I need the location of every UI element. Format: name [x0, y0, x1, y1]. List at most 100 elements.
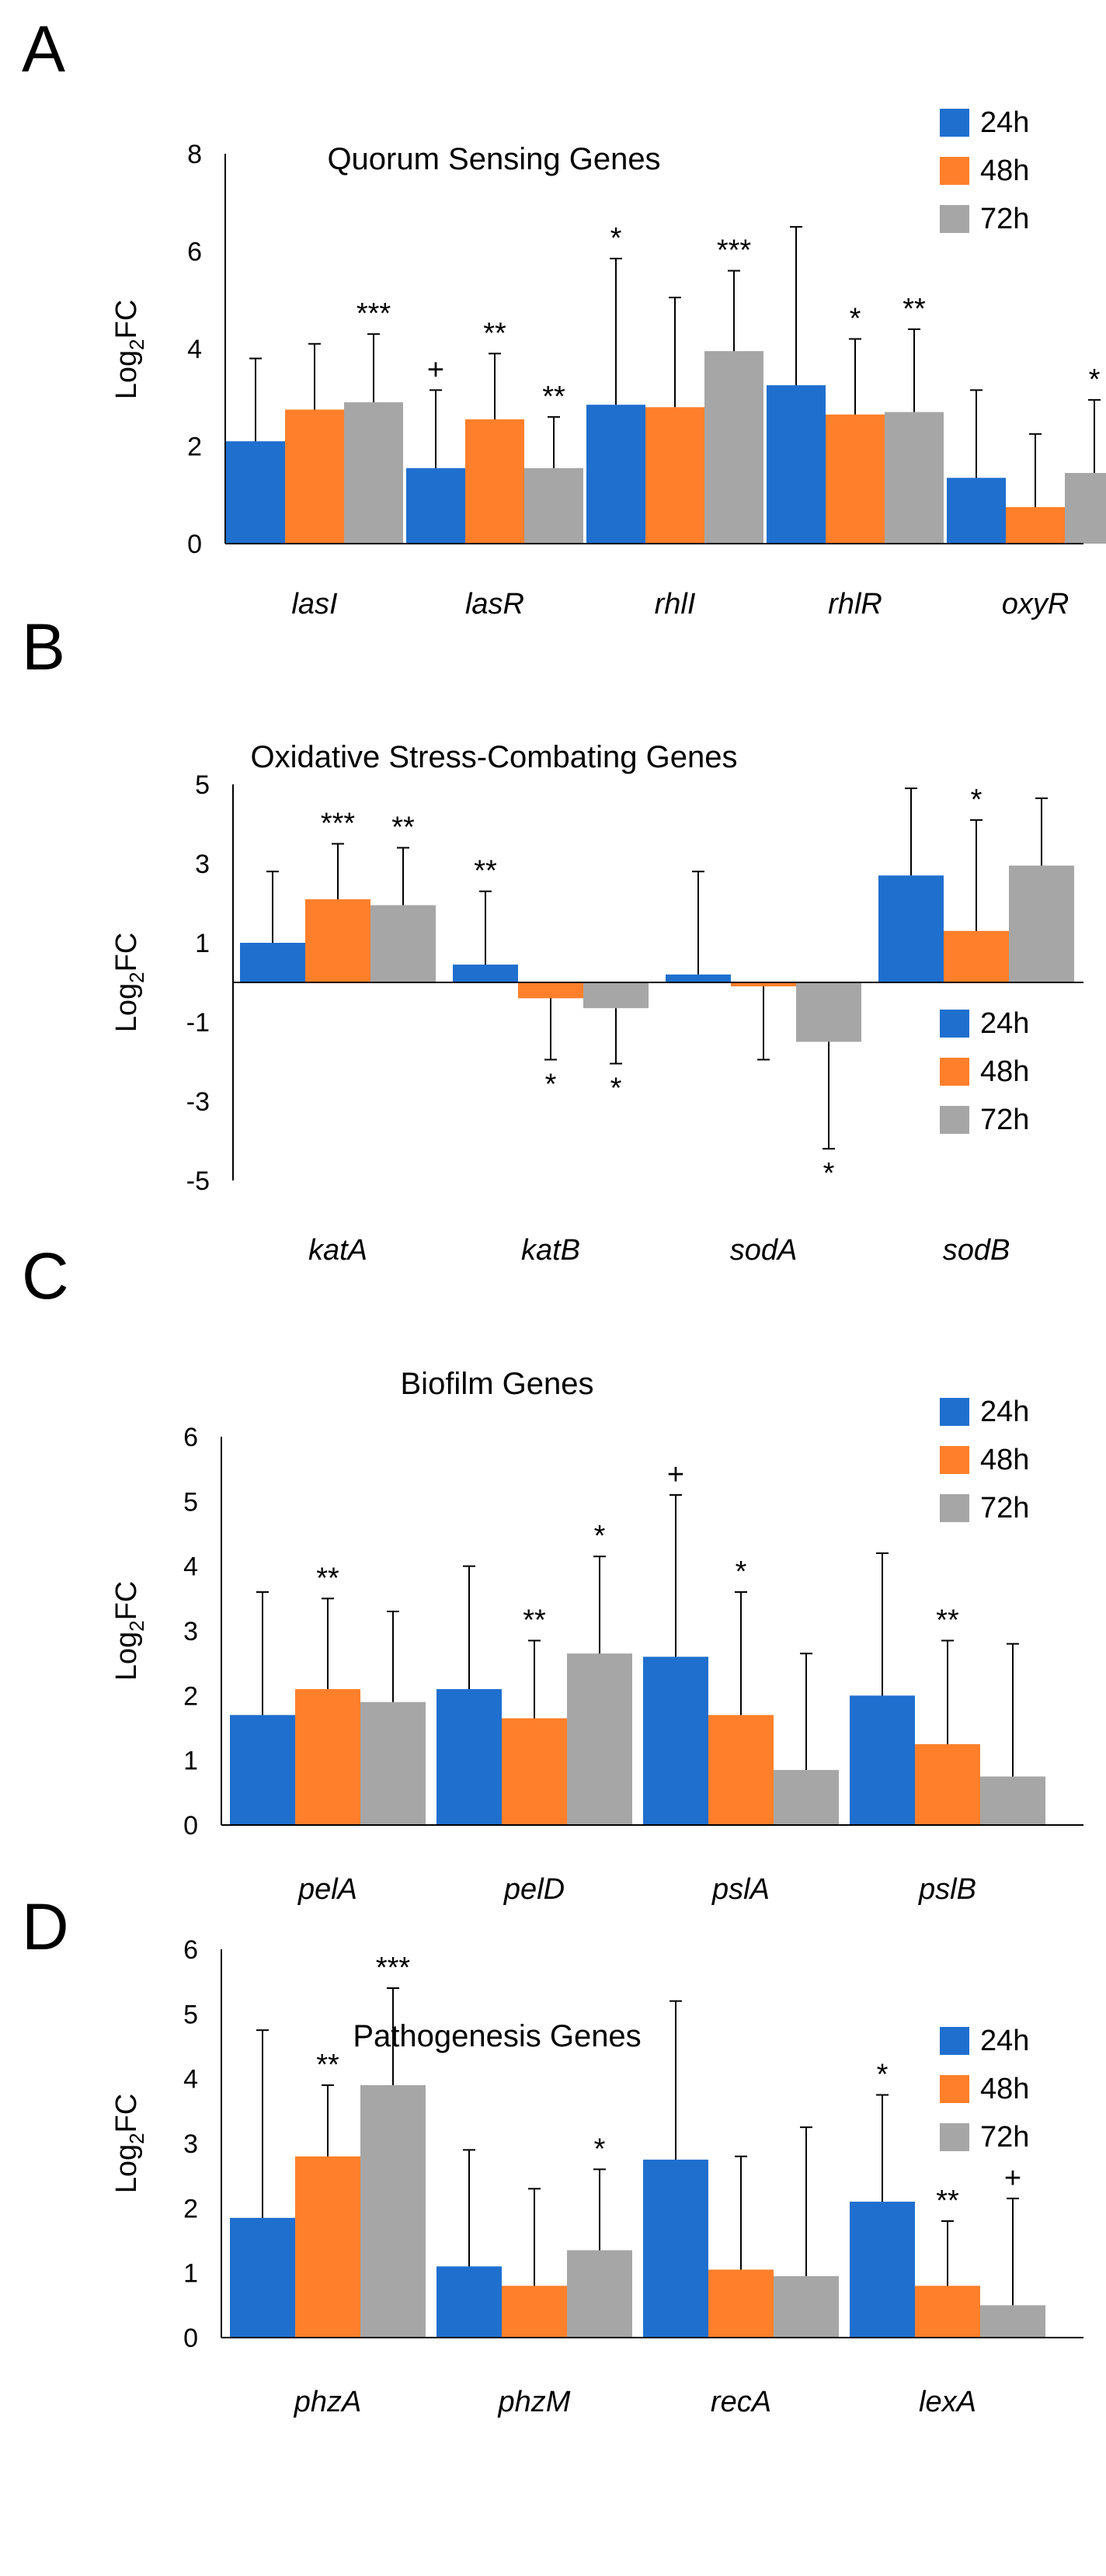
x-category-label: pelA: [297, 1873, 357, 1906]
bar-lasI-48h: [285, 409, 344, 544]
significance-lasR-72h: **: [542, 381, 565, 413]
y-tick-label: 3: [195, 850, 210, 879]
y-tick-label: 0: [183, 2324, 198, 2353]
y-tick-label: 3: [183, 1617, 198, 1646]
significance-katB-72h: *: [610, 1072, 622, 1105]
bar-pslA-48h: [708, 1715, 774, 1825]
y-tick-label: 1: [195, 929, 210, 958]
significance-phzA-72h: ***: [376, 1952, 411, 1984]
legend-label-72h: 72h: [980, 1492, 1029, 1524]
significance-pelD-48h: **: [523, 1604, 546, 1637]
bar-rhlI-72h: [704, 351, 763, 544]
x-category-label: oxyR: [1002, 588, 1069, 621]
significance-lexA-72h: +: [1004, 2162, 1021, 2195]
panel-letter: D: [22, 1890, 69, 1963]
significance-rhlR-48h: *: [850, 302, 861, 335]
y-tick-label: 4: [183, 2065, 198, 2095]
x-category-label: phzA: [294, 2386, 362, 2418]
bar-katB-24h: [453, 965, 518, 982]
y-axis-label-subscript: 2: [125, 2133, 148, 2143]
significance-oxyR-72h: *: [1089, 363, 1101, 396]
y-axis-label: Log2FC: [110, 2094, 148, 2194]
significance-lasI-72h: ***: [356, 297, 391, 330]
significance-lasR-24h: +: [427, 353, 444, 386]
bar-katB-48h: [518, 982, 583, 999]
significance-pslB-48h: **: [936, 1604, 959, 1637]
y-axis-label-main: Log: [110, 350, 143, 399]
bar-sodA-72h: [796, 982, 861, 1042]
significance-katA-48h: ***: [321, 808, 356, 840]
significance-sodB-48h: *: [971, 784, 983, 816]
bar-rhlR-72h: [885, 412, 944, 544]
legend-swatch-48h: [940, 1446, 969, 1474]
y-tick-label: 0: [183, 1811, 198, 1841]
y-tick-label: -5: [186, 1166, 210, 1196]
panel-b: B Oxidative Stress-Combating Genes Log2FC -…: [22, 610, 1083, 1267]
bar-pslB-48h: [915, 1743, 980, 1825]
bar-sodB-24h: [878, 875, 944, 982]
bar-rhlR-48h: [826, 414, 885, 544]
bar-sodB-72h: [1009, 865, 1074, 982]
bar-lasR-48h: [465, 419, 524, 544]
y-axis-label-main: Log: [110, 1632, 143, 1681]
bar-recA-72h: [774, 2275, 839, 2338]
x-category-label: lexA: [919, 2386, 976, 2418]
chart-title: Biofilm Genes: [401, 1367, 594, 1401]
bar-pelD-72h: [567, 1653, 632, 1825]
bar-lasR-24h: [406, 468, 465, 544]
y-tick-label: 2: [183, 1681, 198, 1711]
y-tick-label: 6: [187, 238, 202, 267]
legend-swatch-72h: [940, 1494, 969, 1522]
y-tick-label: 8: [187, 140, 202, 169]
bar-katA-48h: [305, 899, 370, 982]
bar-recA-24h: [643, 2159, 708, 2338]
y-axis-label: Log2FC: [110, 300, 148, 400]
y-axis-label: Log2FC: [110, 933, 148, 1033]
y-axis-label-main: Log: [110, 983, 143, 1032]
x-category-label: rhlI: [655, 588, 696, 621]
bar-pslA-24h: [643, 1656, 708, 1825]
y-tick-label: 3: [183, 2129, 198, 2159]
bar-phzM-24h: [436, 2266, 502, 2338]
significance-katB-48h: *: [545, 1068, 557, 1100]
bar-recA-48h: [708, 2269, 774, 2338]
legend-label-48h: 48h: [980, 1055, 1029, 1088]
chart-title: Quorum Sensing Genes: [327, 142, 660, 176]
bar-pelA-48h: [295, 1689, 360, 1825]
chart-title: Pathogenesis Genes: [353, 2019, 641, 2053]
legend-swatch-72h: [940, 2123, 969, 2151]
bar-sodA-24h: [666, 974, 731, 982]
bar-lasI-72h: [344, 402, 403, 544]
y-tick-label: 2: [183, 2194, 198, 2223]
legend-label-72h: 72h: [980, 1104, 1029, 1136]
significance-phzA-48h: **: [316, 2049, 339, 2081]
legend-label-24h: 24h: [980, 106, 1029, 139]
legend-swatch-72h: [940, 205, 969, 233]
bar-lasR-72h: [524, 468, 583, 544]
bar-pslB-24h: [850, 1695, 915, 1825]
bar-lexA-72h: [980, 2305, 1045, 2338]
x-category-label: phzM: [498, 2386, 571, 2418]
x-category-label: katB: [521, 1234, 580, 1267]
legend-label-48h: 48h: [980, 2073, 1029, 2105]
significance-pslA-24h: +: [667, 1458, 684, 1491]
bar-katA-24h: [240, 943, 305, 982]
significance-lexA-48h: **: [936, 2185, 959, 2217]
y-tick-label: 1: [183, 1747, 198, 1776]
x-category-label: recA: [711, 2386, 771, 2418]
y-tick-label: 1: [183, 2259, 198, 2289]
legend-swatch-72h: [940, 1106, 969, 1134]
bar-sodA-48h: [731, 982, 796, 987]
bar-katB-72h: [583, 982, 649, 1009]
y-axis-label-suffix: FC: [110, 933, 143, 972]
legend-label-48h: 48h: [980, 1444, 1029, 1476]
significance-pelD-72h: *: [594, 1520, 606, 1552]
bar-phzM-72h: [567, 2250, 632, 2338]
legend-label-72h: 72h: [980, 2121, 1029, 2154]
bar-pelD-24h: [436, 1689, 502, 1825]
bar-oxyR-24h: [947, 478, 1006, 544]
